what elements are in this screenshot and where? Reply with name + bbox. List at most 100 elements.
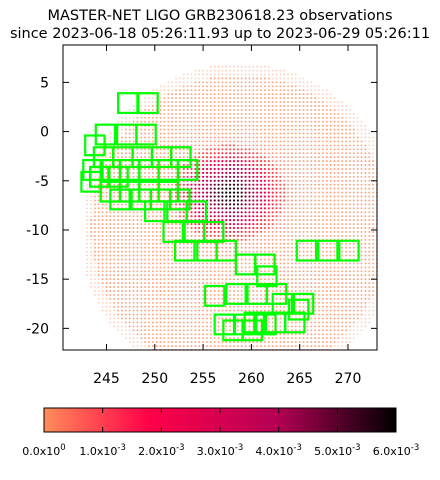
probability-point xyxy=(283,238,286,241)
probability-point xyxy=(291,120,293,123)
probability-point xyxy=(221,262,224,265)
probability-point xyxy=(291,266,293,269)
probability-point xyxy=(333,132,336,135)
probability-point xyxy=(136,203,139,206)
probability-point xyxy=(225,183,228,186)
probability-point xyxy=(287,345,290,348)
probability-point xyxy=(298,337,301,340)
probability-point xyxy=(225,175,228,178)
probability-point xyxy=(248,226,251,230)
probability-point xyxy=(202,148,205,151)
probability-point xyxy=(321,293,324,296)
probability-point xyxy=(124,317,127,320)
probability-point xyxy=(310,305,313,308)
probability-point xyxy=(178,293,181,296)
probability-point xyxy=(124,246,127,249)
probability-point xyxy=(132,234,135,237)
probability-point xyxy=(291,97,293,100)
probability-point xyxy=(217,317,220,320)
probability-point xyxy=(318,278,320,281)
probability-point xyxy=(263,234,266,237)
probability-point xyxy=(128,266,131,269)
probability-point xyxy=(241,353,243,355)
probability-point xyxy=(128,270,131,273)
probability-point xyxy=(163,337,166,340)
probability-point xyxy=(333,124,336,127)
probability-point xyxy=(352,164,355,166)
probability-point xyxy=(136,242,139,245)
probability-point xyxy=(298,148,301,151)
probability-point xyxy=(202,286,205,288)
probability-point xyxy=(248,136,251,139)
probability-point xyxy=(202,175,205,178)
probability-point xyxy=(325,278,328,281)
probability-point xyxy=(302,112,305,115)
probability-point xyxy=(128,132,131,135)
probability-point xyxy=(345,211,348,214)
probability-point xyxy=(267,179,270,182)
probability-point xyxy=(329,97,332,99)
probability-point xyxy=(182,293,185,296)
probability-point xyxy=(194,73,197,76)
probability-point xyxy=(159,278,162,281)
probability-point xyxy=(267,317,270,320)
probability-point xyxy=(348,250,351,253)
probability-point xyxy=(217,290,220,292)
probability-point xyxy=(132,278,135,281)
probability-point xyxy=(186,108,189,111)
probability-point xyxy=(318,274,320,277)
probability-point xyxy=(229,93,232,96)
probability-point xyxy=(310,207,313,210)
probability-point xyxy=(171,293,174,296)
probability-point xyxy=(329,305,332,308)
probability-point xyxy=(140,282,143,285)
probability-point xyxy=(240,215,243,218)
probability-point xyxy=(175,333,177,336)
probability-point xyxy=(256,234,259,237)
probability-point xyxy=(113,286,116,288)
probability-point xyxy=(194,120,197,123)
probability-point xyxy=(198,305,201,308)
probability-point xyxy=(337,164,340,166)
probability-point xyxy=(306,112,309,115)
probability-point xyxy=(283,246,286,249)
probability-point xyxy=(279,112,282,115)
probability-point xyxy=(333,329,336,332)
probability-point xyxy=(175,81,177,84)
probability-point xyxy=(167,148,170,151)
probability-point xyxy=(294,211,297,214)
probability-point xyxy=(167,195,170,198)
probability-point xyxy=(205,171,209,174)
probability-point xyxy=(287,105,290,107)
probability-point xyxy=(117,191,120,194)
probability-point xyxy=(271,230,274,233)
probability-point xyxy=(213,223,216,226)
probability-point xyxy=(244,305,247,308)
probability-point xyxy=(225,337,228,340)
probability-point xyxy=(120,203,123,206)
probability-point xyxy=(198,85,201,88)
probability-point xyxy=(151,305,154,308)
probability-point xyxy=(310,105,313,107)
probability-point xyxy=(128,309,131,312)
probability-point xyxy=(117,152,120,155)
probability-point xyxy=(163,309,166,312)
probability-point xyxy=(144,234,147,237)
probability-point xyxy=(159,317,162,320)
probability-point xyxy=(128,329,131,332)
probability-point xyxy=(329,168,332,170)
probability-point xyxy=(213,191,216,194)
probability-point xyxy=(205,179,209,182)
probability-point xyxy=(186,262,189,265)
probability-point xyxy=(275,175,278,178)
probability-point xyxy=(194,234,197,237)
probability-point xyxy=(221,242,224,245)
probability-point xyxy=(248,105,251,107)
probability-point xyxy=(140,341,143,343)
probability-point xyxy=(124,325,127,328)
probability-point xyxy=(294,183,297,186)
probability-point xyxy=(248,207,251,210)
probability-point xyxy=(271,325,274,328)
probability-point xyxy=(225,341,228,344)
probability-point xyxy=(90,230,92,233)
